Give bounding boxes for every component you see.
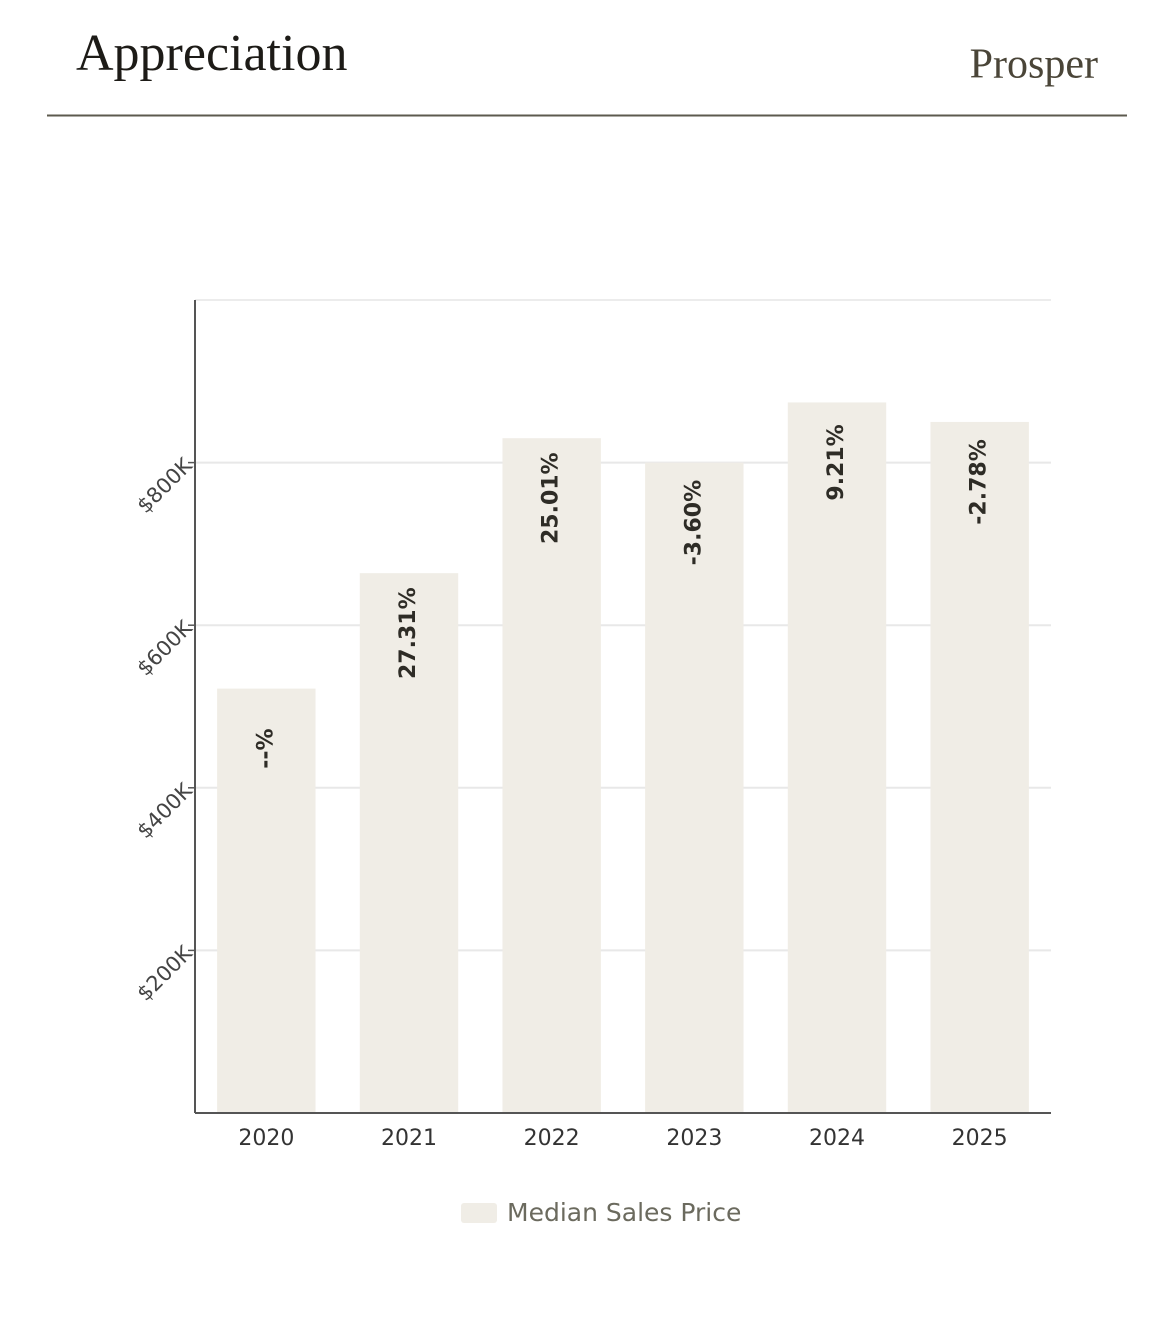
bar-annotation: -2.78% xyxy=(967,439,992,524)
legend-swatch xyxy=(461,1203,497,1223)
x-tick-label: 2020 xyxy=(238,1126,294,1151)
bar xyxy=(930,421,1029,1113)
legend-label: Median Sales Price xyxy=(507,1198,741,1227)
bar xyxy=(645,462,744,1114)
y-tick-label: $400K xyxy=(132,778,197,843)
x-tick-label: 2021 xyxy=(381,1126,437,1151)
bar xyxy=(502,438,601,1114)
bar-annotation: 25.01% xyxy=(539,452,564,544)
bar-annotation: --% xyxy=(253,728,278,768)
bar-annotation: -3.60% xyxy=(681,480,706,565)
x-tick-label: 2025 xyxy=(952,1126,1008,1151)
x-tick-label: 2024 xyxy=(809,1126,865,1151)
y-tick-label: $200K xyxy=(132,940,197,1005)
bar-annotation: 27.31% xyxy=(396,587,421,679)
bar xyxy=(359,573,459,1113)
y-tick-label: $800K xyxy=(132,453,197,518)
x-tick-label: 2023 xyxy=(666,1126,722,1151)
y-tick-label: $600K xyxy=(132,615,197,680)
bar xyxy=(787,402,887,1113)
brand: Prosper xyxy=(970,42,1098,88)
x-tick-label: 2022 xyxy=(524,1126,580,1151)
bar-annotation: 9.21% xyxy=(824,424,849,500)
page-title: Appreciation xyxy=(76,25,347,82)
bar xyxy=(217,688,316,1113)
